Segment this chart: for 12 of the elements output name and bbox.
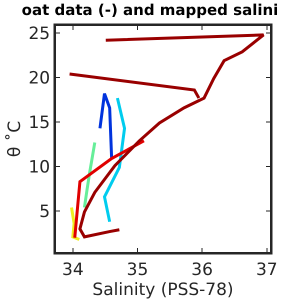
y-tick-label: 15: [28, 113, 50, 134]
x-tick-label: 34: [62, 260, 84, 280]
y-axis-title: θ ˚C: [4, 120, 25, 158]
y-tick-label: 10: [28, 158, 50, 178]
y-tick-label: 25: [28, 24, 50, 44]
x-tick-label: 35: [126, 260, 148, 280]
y-tick-label: 20: [28, 68, 50, 89]
y-tick-label: 5: [39, 202, 50, 222]
x-tick-label: 37: [256, 260, 278, 280]
chart-title: oat data (-) and mapped salini: [22, 1, 278, 19]
x-tick-label: 36: [191, 260, 213, 280]
x-axis-title: Salinity (PSS-78): [92, 280, 234, 300]
